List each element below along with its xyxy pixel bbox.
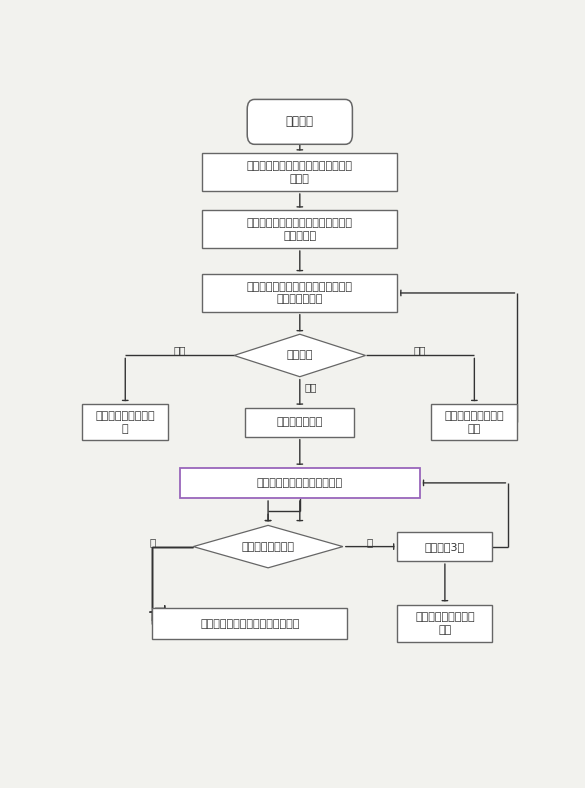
Text: 结束称重过程，判断秤台是否回零: 结束称重过程，判断秤台是否回零 [200, 619, 300, 629]
Text: 信息显示屏提示发送
失败: 信息显示屏提示发送 失败 [415, 612, 474, 635]
Text: 是: 是 [149, 537, 156, 547]
Text: 是否收到应答信号: 是否收到应答信号 [242, 541, 295, 552]
Text: 有效: 有效 [305, 382, 318, 392]
Text: 发送并存储数据: 发送并存储数据 [277, 417, 323, 427]
Text: 通过信息显示屏显示设备正常可以进
行称重操作: 通过信息显示屏显示设备正常可以进 行称重操作 [247, 217, 353, 240]
Bar [397, 605, 493, 642]
Polygon shape [193, 526, 343, 568]
Text: 采集秤台重量，根据设定的门限值范
围判断是否有效: 采集秤台重量，根据设定的门限值范 围判断是否有效 [247, 281, 353, 304]
Bar [202, 274, 397, 312]
Bar [246, 407, 354, 437]
Bar [202, 210, 397, 248]
Polygon shape [234, 334, 366, 377]
Bar [153, 608, 347, 639]
Bar [431, 404, 517, 440]
Text: 等待集控中心管理计算机应答: 等待集控中心管理计算机应答 [257, 478, 343, 488]
Bar [82, 404, 168, 440]
Text: 是否有效: 是否有效 [287, 351, 313, 360]
Bar [180, 468, 420, 498]
Text: 现场管理计算机判断与各连接设备通
讯状态: 现场管理计算机判断与各连接设备通 讯状态 [247, 161, 353, 184]
Bar [202, 154, 397, 191]
Text: 波动: 波动 [414, 346, 426, 355]
FancyBboxPatch shape [247, 99, 352, 144]
Text: 重新传输3次: 重新传输3次 [425, 541, 465, 552]
Text: 有效: 有效 [173, 346, 186, 355]
Text: 信息显示屏显示正在
称重: 信息显示屏显示正在 称重 [445, 411, 504, 433]
Bar [397, 532, 493, 561]
Text: 信息显示屏显示重量
值: 信息显示屏显示重量 值 [95, 411, 155, 433]
Text: 系统启动: 系统启动 [286, 115, 314, 128]
Text: 否: 否 [367, 537, 373, 547]
